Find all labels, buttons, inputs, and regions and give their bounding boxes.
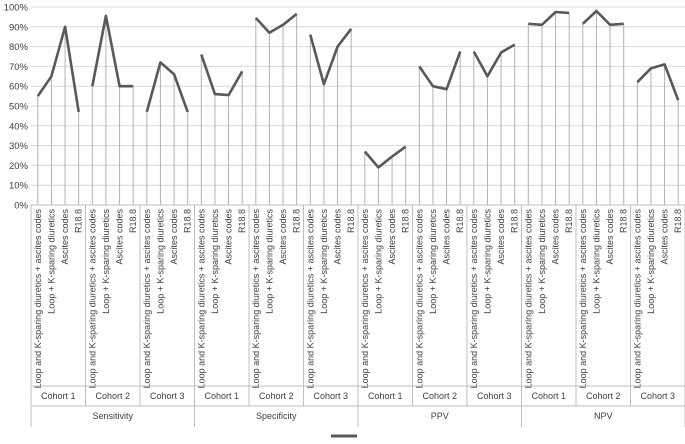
x-tick-label: R18.8 [237,209,247,233]
cohort-label: Cohort 2 [95,391,130,401]
x-tick-label: Ascites codes [115,209,125,265]
x-tick-label: Loop + K-sparing diuretics [591,209,601,314]
y-tick-label: 50% [9,102,29,113]
y-tick-label: 100% [4,3,29,14]
x-tick-label: Loop + K-sparing diuretics [373,209,383,314]
x-tick-label: Loop and K-sparing diuretics + ascites c… [578,209,588,389]
x-tick-label: Loop + K-sparing diuretics [319,209,329,314]
y-tick-label: 90% [9,22,29,33]
x-tick-label: Loop and K-sparing diuretics + ascites c… [632,209,642,389]
cohort-label: Cohort 3 [150,391,185,401]
cohort-label: Cohort 2 [422,391,457,401]
cohort-label: Cohort 1 [204,391,239,401]
cohort-label: Cohort 2 [586,391,621,401]
y-tick-label: 60% [9,82,29,93]
x-tick-label: R18.8 [510,209,520,233]
x-tick-label: Loop + K-sparing diuretics [210,209,220,314]
x-tick-label: Ascites codes [660,209,670,265]
series-line [201,55,242,96]
series-line [583,11,624,25]
series-line [147,62,188,112]
x-tick-label: Ascites codes [333,209,343,265]
x-tick-label: Ascites codes [442,209,452,265]
x-tick-label: R18.8 [455,209,465,233]
x-tick-label: Ascites codes [60,209,70,265]
series-line [528,12,569,25]
series-line [365,147,406,168]
x-tick-label: Loop and K-sparing diuretics + ascites c… [360,209,370,389]
y-tick-label: 0% [14,201,28,212]
x-tick-label: R18.8 [564,209,574,233]
x-tick-label: Loop + K-sparing diuretics [646,209,656,314]
x-tick-label: Ascites codes [551,209,561,265]
x-tick-label: Loop + K-sparing diuretics [101,209,111,314]
cohort-label: Cohort 1 [41,391,76,401]
y-tick-label: 80% [9,42,29,53]
cohort-label: Cohort 3 [313,391,348,401]
x-tick-label: R18.8 [74,209,84,233]
x-tick-label: R18.8 [401,209,411,233]
metric-label: PPV [431,411,449,421]
y-tick-label: 30% [9,141,29,152]
x-tick-label: R18.8 [619,209,629,233]
cohort-label: Cohort 2 [259,391,294,401]
x-tick-label: Loop and K-sparing diuretics + ascites c… [251,209,261,389]
metric-label: Specificity [256,411,297,421]
x-tick-label: Loop + K-sparing diuretics [537,209,547,314]
cohort-label: Cohort 3 [477,391,512,401]
x-tick-label: Loop and K-sparing diuretics + ascites c… [523,209,533,389]
y-tick-label: 70% [9,62,29,73]
y-tick-label: 20% [9,161,29,172]
series-line [310,29,351,84]
metric-label: Sensitivity [92,411,133,421]
series-line [38,27,79,112]
cohort-label: Cohort 1 [531,391,566,401]
x-tick-label: Loop + K-sparing diuretics [264,209,274,314]
y-tick-label: 10% [9,181,29,192]
x-tick-label: Loop + K-sparing diuretics [46,209,56,314]
x-tick-label: Loop and K-sparing diuretics + ascites c… [414,209,424,389]
x-tick-label: R18.8 [183,209,193,233]
x-tick-label: Loop and K-sparing diuretics + ascites c… [196,209,206,389]
series-line [419,52,460,90]
x-tick-label: Ascites codes [224,209,234,265]
x-tick-label: Loop + K-sparing diuretics [155,209,165,314]
x-tick-label: R18.8 [292,209,302,233]
x-tick-label: Loop and K-sparing diuretics + ascites c… [87,209,97,389]
x-tick-label: Ascites codes [387,209,397,265]
x-tick-label: Loop and K-sparing diuretics + ascites c… [142,209,152,389]
x-tick-label: Loop and K-sparing diuretics + ascites c… [469,209,479,389]
series-line [637,64,678,100]
series-line [256,14,297,33]
x-tick-label: R18.8 [346,209,356,233]
x-tick-label: Loop + K-sparing diuretics [482,209,492,314]
x-tick-label: Loop + K-sparing diuretics [428,209,438,314]
x-tick-label: Loop and K-sparing diuretics + ascites c… [305,209,315,389]
x-tick-label: Ascites codes [169,209,179,265]
x-tick-label: Loop and K-sparing diuretics + ascites c… [33,209,43,389]
x-tick-label: R18.8 [673,209,683,233]
metric-label: NPV [594,411,613,421]
cohort-label: Cohort 3 [640,391,675,401]
series-line [474,45,515,77]
x-tick-label: Ascites codes [278,209,288,265]
x-tick-label: Ascites codes [496,209,506,265]
y-tick-label: 40% [9,121,29,132]
cohort-label: Cohort 1 [368,391,403,401]
x-tick-label: R18.8 [128,209,138,233]
x-tick-label: Ascites codes [605,209,615,265]
